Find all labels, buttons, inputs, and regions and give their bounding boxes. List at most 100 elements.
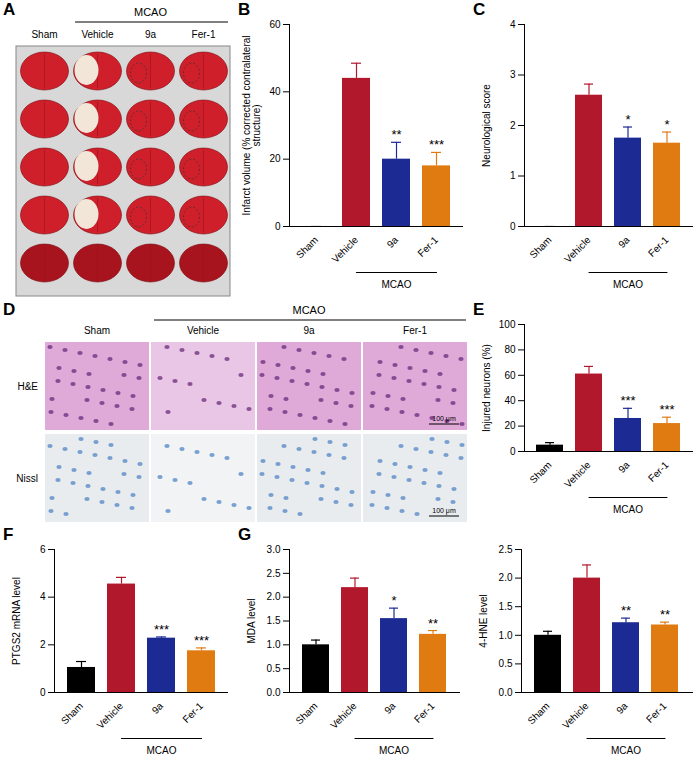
svg-text:MCAO: MCAO [134,6,167,18]
svg-text:Fer-1: Fer-1 [403,325,427,336]
svg-text:9a: 9a [150,700,166,716]
html-text:B: B [238,0,251,19]
svg-text:2.5: 2.5 [267,568,281,579]
svg-text:0.0: 0.0 [499,687,513,698]
svg-text:6: 6 [40,544,46,555]
svg-text:9a: 9a [382,700,398,716]
svg-text:3: 3 [510,69,516,80]
svg-text:1.5: 1.5 [267,615,281,626]
svg-text:20: 20 [504,420,516,431]
svg-text:Vehicle: Vehicle [562,459,593,490]
svg-text:Injured neurons (%): Injured neurons (%) [481,344,492,432]
html-text:C: C [473,0,486,19]
svg-text:1.5: 1.5 [499,601,513,612]
svg-text:2.0: 2.0 [499,572,513,583]
svg-text:***: *** [429,137,444,152]
html-text:A: A [3,0,16,19]
svg-text:PTGS2 mRNA level: PTGS2 mRNA level [11,577,22,665]
svg-text:Sham: Sham [294,234,320,260]
svg-text:0: 0 [510,446,516,457]
svg-text:Sham: Sham [293,700,319,726]
svg-text:MCAO: MCAO [382,279,412,290]
svg-text:0.5: 0.5 [267,663,281,674]
svg-text:Sham: Sham [31,29,57,40]
svg-text:Vehicle: Vehicle [95,700,126,731]
svg-text:9a: 9a [145,29,157,40]
svg-text:0: 0 [40,687,46,698]
svg-text:2.5: 2.5 [499,544,513,555]
svg-text:Vehicle: Vehicle [81,29,114,40]
svg-text:Sham: Sham [59,700,85,726]
svg-text:9a: 9a [616,234,632,250]
svg-text:2: 2 [40,639,46,650]
svg-text:Vehicle: Vehicle [187,325,220,336]
svg-text:40: 40 [504,395,516,406]
svg-text:***: *** [154,622,169,637]
svg-text:MCAO: MCAO [613,504,643,515]
svg-text:MCAO: MCAO [293,304,326,316]
svg-text:1: 1 [510,170,516,181]
svg-text:4: 4 [40,591,46,602]
svg-text:40: 40 [269,86,281,97]
svg-text:Vehicle: Vehicle [562,234,593,265]
svg-text:Vehicle: Vehicle [560,700,591,731]
svg-text:2.0: 2.0 [267,591,281,602]
svg-text:*: * [625,112,630,127]
svg-text:**: ** [660,607,670,622]
svg-text:9a: 9a [385,234,401,250]
svg-text:MCAO: MCAO [379,745,409,756]
svg-text:100: 100 [499,319,516,330]
svg-text:Nissl: Nissl [16,473,38,484]
svg-text:Sham: Sham [525,700,551,726]
svg-text:60: 60 [504,370,516,381]
svg-text:**: ** [428,616,438,631]
svg-text:*: * [391,593,396,608]
svg-text:Infarct volume (% corrected co: Infarct volume (% corrected contralatera… [241,35,262,215]
svg-text:0: 0 [275,221,281,232]
html-text:E: E [473,300,485,319]
svg-text:3.0: 3.0 [267,544,281,555]
svg-text:Fer-1: Fer-1 [646,234,671,259]
svg-text:Fer-1: Fer-1 [180,700,205,725]
svg-text:60: 60 [269,19,281,30]
svg-text:4: 4 [510,19,516,30]
svg-text:**: ** [621,603,631,618]
svg-text:*: * [664,117,669,132]
svg-text:H&E: H&E [17,381,38,392]
svg-text:20: 20 [269,153,281,164]
svg-text:9a: 9a [614,700,630,716]
svg-text:0.0: 0.0 [267,687,281,698]
svg-text:MDA level: MDA level [246,598,257,643]
svg-text:Neurological score: Neurological score [481,84,492,167]
svg-text:Vehicle: Vehicle [330,234,361,265]
svg-text:9a: 9a [303,325,315,336]
html-text:D: D [3,300,16,319]
svg-text:Sham: Sham [527,234,553,260]
svg-text:Fer-1: Fer-1 [192,29,216,40]
svg-text:1.0: 1.0 [499,630,513,641]
svg-text:MCAO: MCAO [147,745,177,756]
svg-text:Sham: Sham [527,459,553,485]
svg-text:**: ** [391,127,401,142]
svg-text:100 μm: 100 μm [432,415,456,423]
svg-text:0.5: 0.5 [499,658,513,669]
svg-text:9a: 9a [616,459,632,475]
svg-text:MCAO: MCAO [611,745,641,756]
svg-text:Fer-1: Fer-1 [412,700,437,725]
html-text:G: G [238,525,252,544]
svg-text:0: 0 [510,221,516,232]
svg-text:80: 80 [504,344,516,355]
svg-text:Fer-1: Fer-1 [415,234,440,259]
svg-text:Sham: Sham [84,325,110,336]
svg-text:***: *** [620,393,635,408]
svg-text:2: 2 [510,120,516,131]
svg-text:***: *** [194,633,209,648]
svg-text:100 μm: 100 μm [432,507,456,515]
svg-text:1.0: 1.0 [267,639,281,650]
svg-text:Fer-1: Fer-1 [644,700,669,725]
svg-text:4-HNE level: 4-HNE level [478,594,489,647]
svg-text:Vehicle: Vehicle [328,700,359,731]
svg-text:MCAO: MCAO [613,279,643,290]
svg-text:Fer-1: Fer-1 [646,459,671,484]
svg-text:***: *** [659,402,674,417]
